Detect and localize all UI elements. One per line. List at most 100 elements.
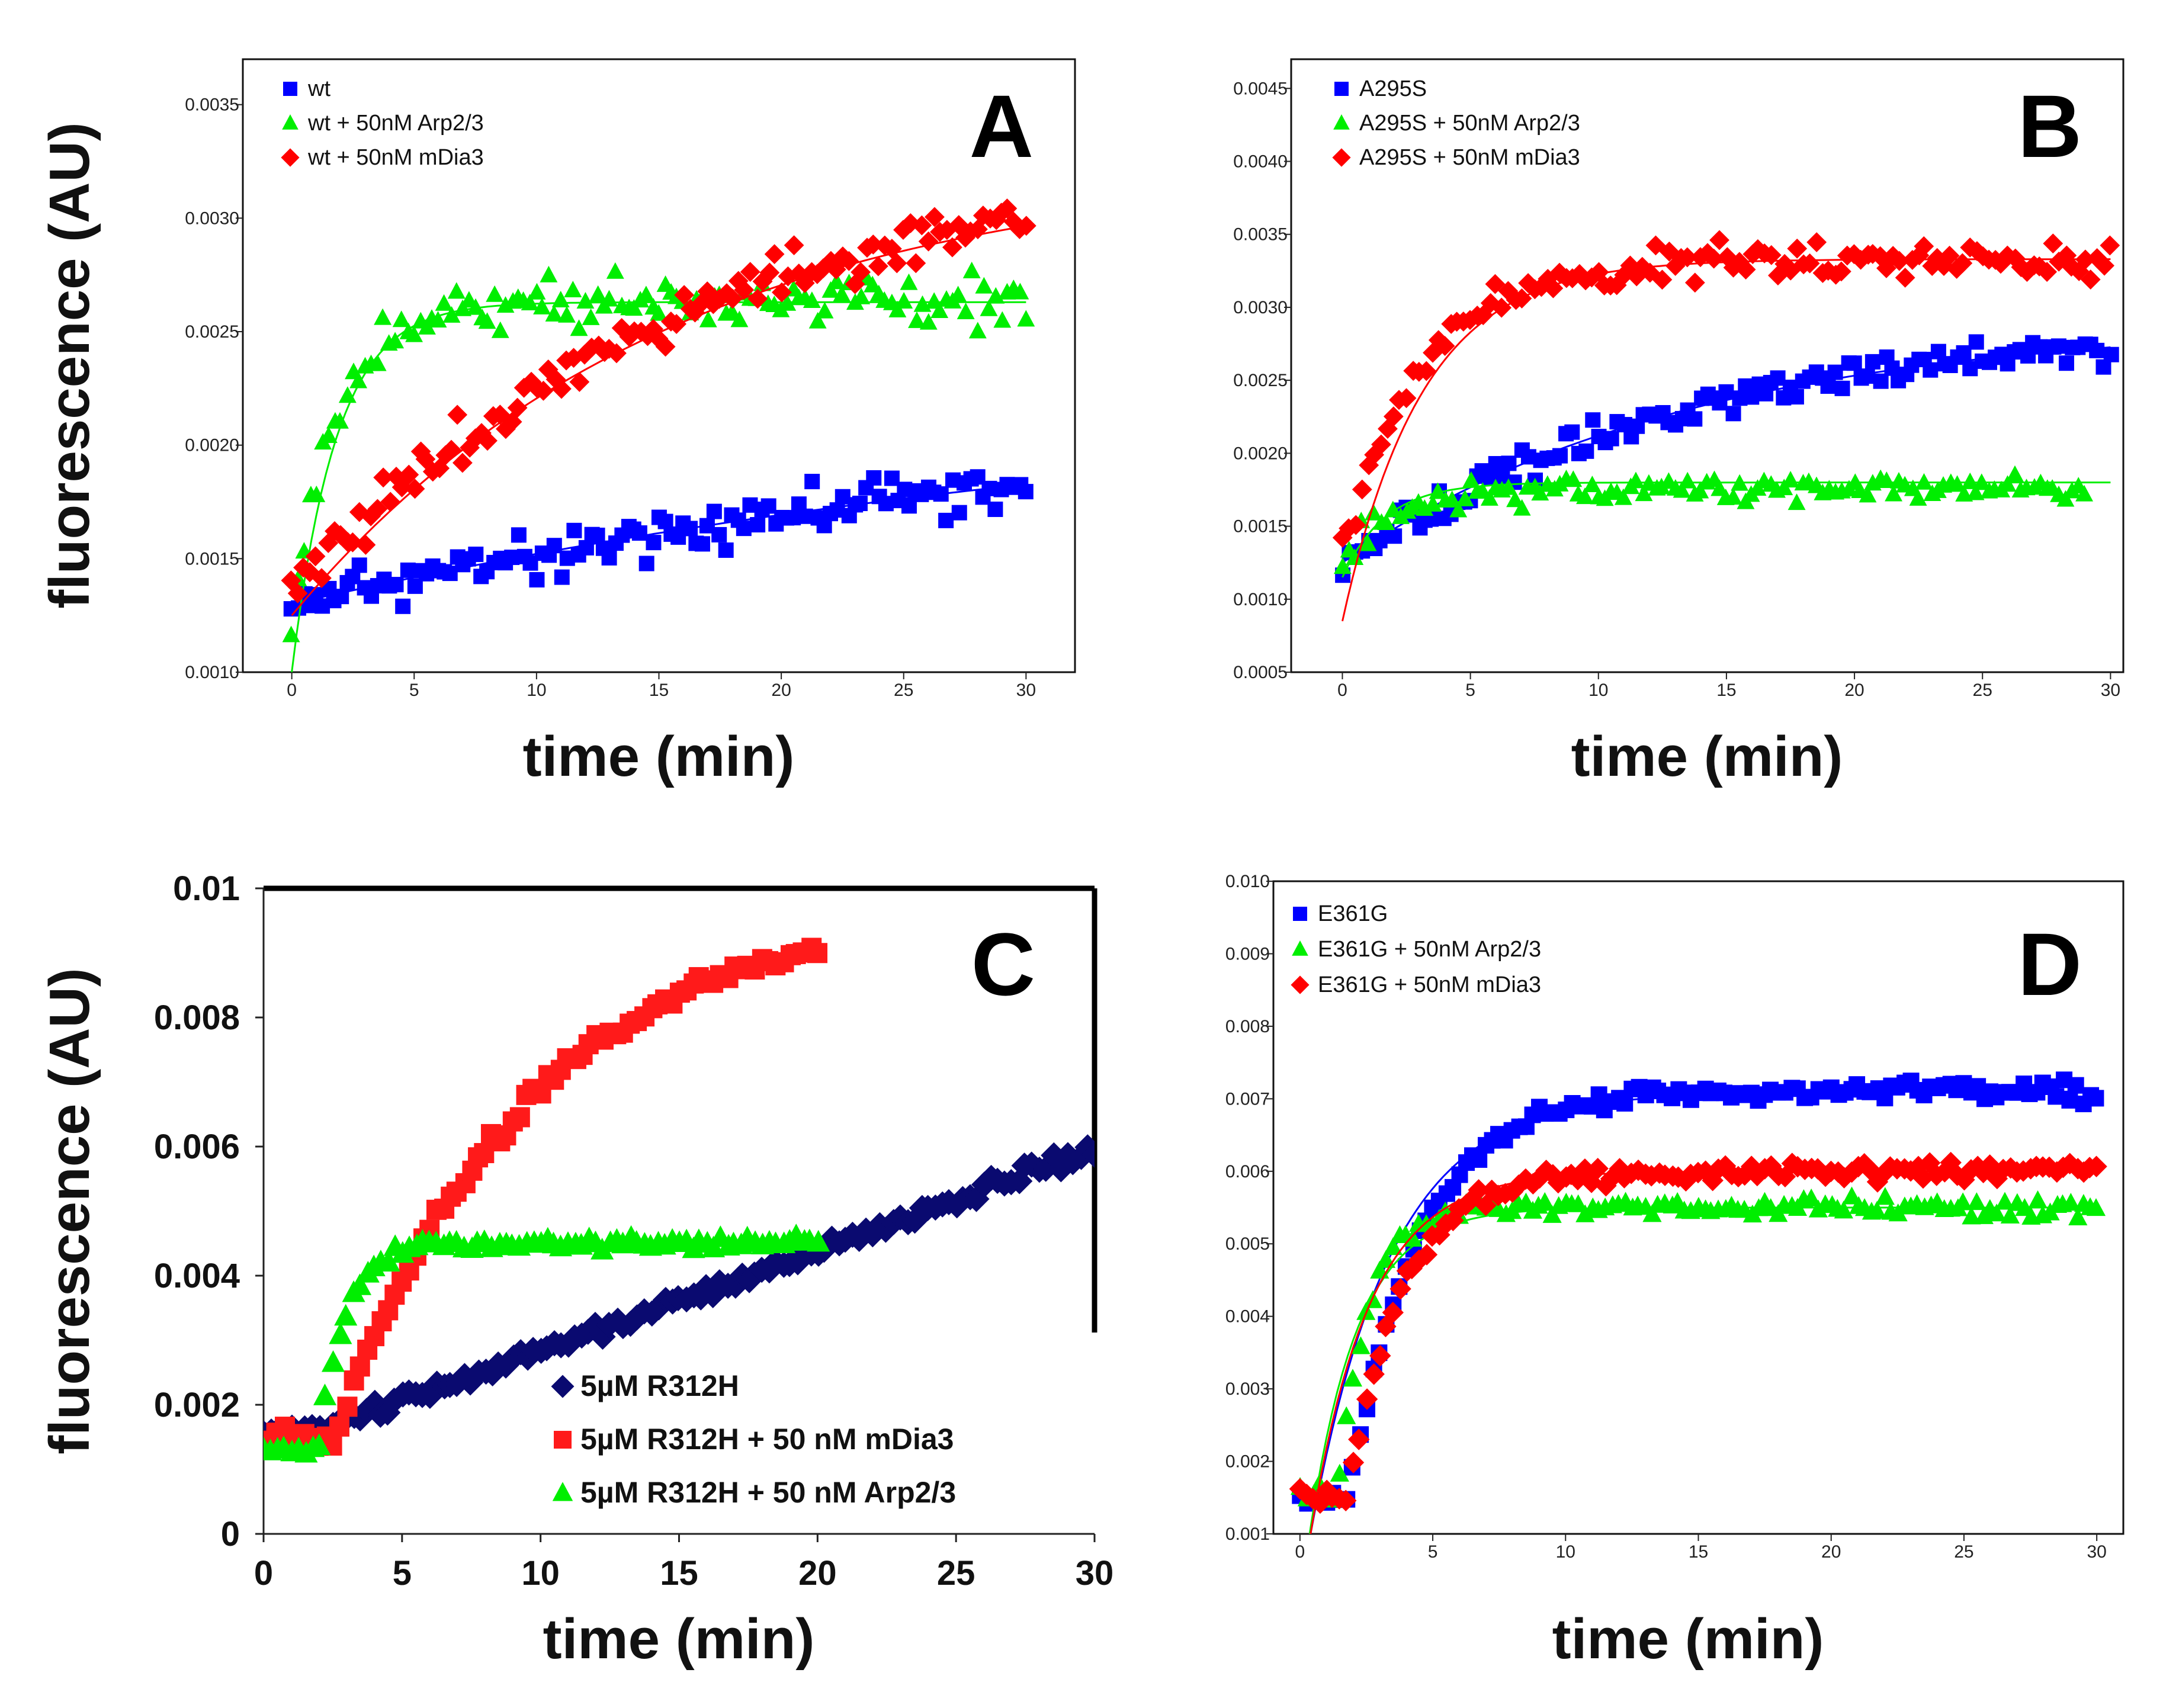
x-tick-label: 20 — [1844, 680, 1864, 700]
legend-label: wt + 50nM Arp2/3 — [307, 111, 484, 136]
data-point — [2075, 484, 2094, 502]
fit-curve — [1342, 481, 2111, 578]
legend-label: 5µM R312H + 50 nM mDia3 — [580, 1423, 954, 1456]
legend-label: E361G — [1318, 901, 1388, 926]
chart-panel-b: 0 5 10 15 20 25 30 0.0005 0.0010 0.0015 0.0020 0.00… — [1233, 58, 2125, 788]
legend-marker — [282, 114, 299, 130]
data-point — [467, 298, 484, 315]
x-tick-label: 30 — [2087, 1542, 2106, 1562]
data-point — [1017, 310, 1035, 327]
data-point — [1606, 275, 1627, 296]
legend-label: wt — [307, 76, 330, 101]
y-tick-label: 0 — [221, 1515, 240, 1553]
chart-panel-a: 0 5 10 15 20 25 30 0.0010 0.0015 0.0020 0.0025 0.00… — [38, 58, 1076, 788]
data-point — [1535, 1192, 1555, 1210]
data-point — [1568, 1194, 1588, 1212]
data-point — [1531, 484, 1549, 501]
data-point — [2100, 235, 2120, 256]
data-point — [1369, 1345, 1391, 1367]
chart-panel-c: 0 5 10 15 20 25 30 0 0.002 0.004 0.006 0.008 0.01 tim… — [38, 869, 1113, 1671]
data-point — [863, 234, 884, 255]
data-point — [864, 275, 882, 293]
data-point — [1967, 241, 1987, 261]
data-point — [1471, 1151, 1488, 1168]
data-point — [752, 271, 773, 292]
data-point — [1714, 1155, 1737, 1177]
data-point — [1356, 1388, 1378, 1410]
data-point — [1986, 1167, 2008, 1190]
data-point — [1562, 268, 1583, 288]
data-point — [1480, 489, 1498, 506]
data-point — [1834, 1200, 1853, 1219]
data-point — [900, 273, 918, 290]
y-tick-label: 0.0040 — [1233, 152, 1288, 172]
data-point — [1481, 1179, 1503, 1202]
data-point — [764, 244, 785, 265]
data-point — [993, 311, 1012, 328]
x-tick-label: 10 — [527, 680, 546, 700]
data-point — [589, 285, 607, 302]
y-tick-label: 0.0020 — [185, 436, 239, 455]
data-point — [887, 253, 907, 274]
data-point — [691, 293, 711, 314]
data-point — [418, 317, 436, 335]
data-point — [582, 308, 600, 325]
data-point — [1946, 259, 1967, 279]
data-point — [728, 271, 749, 291]
data-point — [906, 253, 926, 274]
data-point — [342, 532, 363, 553]
data-point — [1645, 235, 1666, 256]
fit-curve — [1310, 1090, 2097, 1534]
data-point — [1383, 406, 1404, 427]
plot-frame — [1290, 58, 2125, 673]
data-point — [968, 322, 987, 339]
data-point — [948, 215, 969, 235]
data-point — [1416, 499, 1434, 516]
data-point — [1396, 388, 1417, 409]
chart-panel-d: 0 5 10 15 20 25 30 0.001 0.002 0.003 0.004 0.005 0.0… — [1225, 872, 2125, 1671]
fit-curve — [291, 483, 1026, 605]
x-tick-label: 10 — [521, 1554, 560, 1593]
data-point — [1697, 243, 1718, 264]
y-tick-label: 0.002 — [154, 1386, 240, 1424]
data-point — [804, 474, 820, 490]
y-tick-label: 0.008 — [154, 999, 240, 1037]
data-point — [1915, 473, 1933, 490]
data-point — [706, 503, 722, 519]
data-point — [734, 280, 755, 300]
data-point — [1925, 1164, 1947, 1186]
data-point — [1927, 248, 1947, 268]
legend-marker — [1292, 940, 1308, 956]
x-axis-title: time (min) — [1552, 1607, 1824, 1671]
legend-label: 5µM R312H — [580, 1369, 739, 1402]
data-point — [405, 325, 423, 342]
data-point — [1859, 486, 1877, 503]
data-point — [1952, 253, 1973, 274]
x-tick-label: 10 — [1588, 680, 1608, 700]
data-point — [1842, 1186, 1862, 1205]
legend-label: A295S + 50nM Arp2/3 — [1359, 111, 1580, 136]
legend-label: E361G + 50nM Arp2/3 — [1318, 937, 1541, 962]
data-point — [1583, 476, 1602, 493]
data-point — [2006, 465, 2024, 482]
data-point — [1363, 1363, 1385, 1385]
data-point — [925, 207, 945, 227]
data-point — [1346, 515, 1366, 535]
data-point — [2000, 1205, 2020, 1224]
data-point — [1578, 443, 1594, 459]
y-tick-label: 0.01 — [173, 869, 240, 908]
x-tick-label: 20 — [798, 1554, 837, 1593]
x-tick-label: 20 — [1821, 1542, 1841, 1562]
data-point — [1769, 1204, 1788, 1222]
data-point — [313, 1383, 337, 1405]
data-point — [2103, 346, 2119, 362]
data-point — [1384, 500, 1402, 518]
x-tick-label: 0 — [287, 680, 297, 700]
data-point — [747, 288, 768, 309]
data-point — [803, 291, 821, 309]
data-point — [1873, 373, 1889, 389]
data-point — [1542, 1205, 1562, 1223]
data-point — [1987, 1203, 2007, 1222]
data-point — [968, 219, 988, 239]
data-point — [1462, 471, 1480, 488]
